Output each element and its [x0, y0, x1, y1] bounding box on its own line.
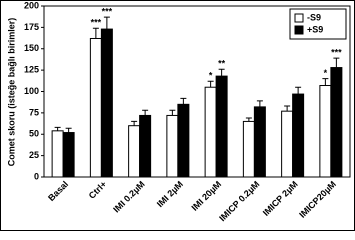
bar [242, 120, 255, 178]
error-bar [284, 105, 291, 112]
error-bar [92, 27, 99, 39]
significance-label: ** [218, 59, 226, 69]
significance-label: *** [91, 18, 102, 28]
y-tick-label: 25 [29, 150, 39, 160]
error-bar [256, 100, 263, 107]
error-bar [65, 127, 72, 133]
legend-label: -S9 [307, 12, 321, 22]
error-bar [54, 126, 61, 131]
significance-label: *** [102, 6, 113, 16]
bar [128, 125, 141, 178]
significance-label: * [209, 71, 213, 81]
chart: Comet skoru (isteğe bağlı birimler) 0 25 5… [0, 0, 355, 231]
bar [253, 106, 266, 178]
y-tick-label: 75 [29, 107, 39, 117]
significance-label: *** [331, 48, 342, 58]
bar [62, 132, 75, 178]
y-tick-label: 50 [29, 129, 39, 139]
legend-swatch [294, 13, 304, 23]
error-bar [131, 120, 138, 126]
bar [281, 110, 294, 178]
bar [139, 114, 152, 178]
y-axis-label: Comet skoru (isteğe bağlı birimler) [6, 18, 16, 167]
error-bar [169, 109, 176, 116]
y-tick-label: 100 [24, 86, 39, 96]
y-tick-label: 175 [24, 22, 39, 32]
bar [292, 93, 305, 178]
error-bar [333, 57, 340, 68]
bar [51, 130, 64, 178]
bar [319, 85, 332, 178]
error-bar [207, 80, 214, 88]
error-bar [103, 16, 110, 30]
bar [204, 86, 217, 178]
bar [100, 28, 113, 178]
bar [330, 67, 343, 178]
error-bar [218, 68, 225, 77]
legend-swatch [294, 25, 304, 35]
y-tick-label: 150 [24, 43, 39, 53]
error-bar [295, 86, 302, 95]
error-bar [245, 117, 252, 122]
error-bar [180, 97, 187, 105]
significance-label: * [324, 68, 328, 78]
bar [215, 75, 228, 178]
legend-label: +S9 [307, 24, 323, 34]
error-bar [322, 78, 329, 86]
bar [166, 114, 179, 178]
y-tick-label: 0 [34, 171, 39, 181]
y-tick-label: 200 [24, 0, 39, 10]
bar [89, 37, 102, 178]
error-bar [142, 109, 149, 116]
bar [177, 103, 190, 178]
y-tick-label: 125 [24, 65, 39, 75]
